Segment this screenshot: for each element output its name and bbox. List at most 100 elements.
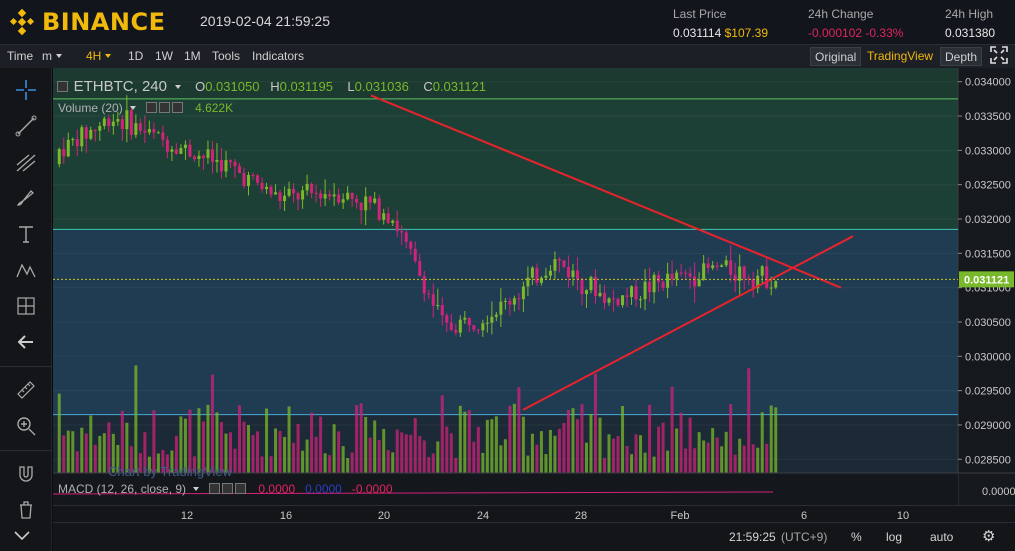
volume-bar (319, 416, 323, 473)
close-icon[interactable] (235, 483, 247, 494)
time-axis-label: 10 (896, 510, 910, 522)
trash-icon[interactable] (12, 496, 40, 524)
candle-body (355, 198, 359, 203)
brush-icon[interactable] (12, 184, 40, 212)
back-arrow-icon[interactable] (12, 328, 40, 356)
text-tool-icon[interactable] (12, 220, 40, 248)
candle-body (742, 266, 746, 279)
candle-body (382, 213, 386, 220)
candle-body (634, 286, 638, 300)
chevron-down-icon[interactable] (8, 522, 36, 550)
chart-canvas[interactable]: 0.034000 0.033500 0.033000 0.032500 0.032000… (53, 68, 1015, 505)
log-scale-toggle[interactable]: log (886, 530, 903, 544)
candle-body (256, 175, 260, 183)
volume-bar (129, 446, 133, 473)
volume-bar (242, 421, 246, 473)
candle-body (526, 277, 530, 287)
volume-bar (292, 442, 296, 473)
price-axis-label: 0.031500 (965, 248, 1011, 260)
chevron-down-icon[interactable] (174, 85, 181, 89)
last-price-value: 0.031114 (673, 26, 722, 40)
time-axis[interactable]: 12 16 20 24 28 Feb 6 10 (53, 505, 1015, 525)
candle-body (296, 193, 300, 200)
candle-body (125, 110, 129, 130)
magnet-icon[interactable] (12, 460, 40, 488)
current-price-tag: 0.031121 (964, 274, 1009, 286)
volume-bar (548, 429, 552, 473)
volume-bar (445, 426, 449, 473)
interval-4h-dropdown[interactable]: 4H (82, 47, 115, 66)
candle-body (454, 329, 458, 333)
close-icon[interactable] (172, 102, 184, 113)
percent-scale-toggle[interactable]: % (851, 530, 862, 544)
candle-body (310, 183, 314, 193)
binance-logo[interactable]: BINANCE (8, 8, 165, 36)
trendline-icon[interactable] (12, 112, 40, 140)
chart-status-bar: 21:59:25 (UTC+9) % log auto ⚙ (53, 522, 1015, 551)
volume-bar (179, 416, 183, 473)
candle-body (688, 273, 692, 277)
volume-bar (693, 448, 697, 473)
candle-body (621, 295, 625, 306)
candle-body (720, 265, 724, 267)
prediction-icon[interactable] (12, 292, 40, 320)
volume-bar (589, 414, 593, 473)
chevron-down-icon (105, 54, 112, 58)
candle-body (337, 194, 341, 203)
interval-1m-button[interactable]: 1M (184, 49, 201, 63)
tools-button[interactable]: Tools (212, 49, 241, 63)
binance-logo-icon (9, 8, 35, 36)
pitchfork-icon[interactable] (12, 148, 40, 176)
candle-body (265, 186, 269, 190)
time-button[interactable]: Time (7, 49, 34, 63)
interval-1d-button[interactable]: 1D (128, 49, 144, 63)
depth-view-button[interactable]: Depth (940, 47, 983, 66)
price-chart[interactable]: 0.034000 0.033500 0.033000 0.032500 0.032000… (53, 68, 1015, 551)
hide-icon[interactable] (222, 483, 234, 494)
volume-bar (395, 429, 399, 473)
pattern-icon[interactable] (12, 256, 40, 284)
volume-bar (228, 432, 232, 473)
indicators-button[interactable]: Indicators (252, 49, 305, 63)
hide-icon[interactable] (159, 102, 171, 113)
ruler-icon[interactable] (12, 376, 40, 404)
fullscreen-icon[interactable] (986, 46, 1012, 65)
volume-bar (756, 447, 760, 473)
clock-timezone[interactable]: (UTC+9) (781, 530, 828, 544)
original-view-button[interactable]: Original (810, 47, 862, 66)
volume-bar (89, 415, 93, 473)
candle-body (756, 275, 760, 289)
volume-bar (310, 412, 314, 473)
zoom-in-icon[interactable] (12, 412, 40, 440)
settings-icon[interactable] (209, 483, 221, 494)
volume-bar (147, 456, 151, 473)
settings-icon[interactable] (146, 102, 158, 113)
candle-body (666, 273, 670, 288)
chevron-down-icon[interactable] (130, 106, 137, 110)
volume-label: Volume (20) (58, 101, 123, 115)
candle-body (476, 329, 480, 331)
gear-icon[interactable]: ⚙ (982, 528, 996, 545)
minute-dropdown[interactable]: m (38, 47, 66, 66)
volume-bar (134, 365, 138, 473)
crosshair-icon[interactable] (12, 76, 40, 104)
interval-1w-button[interactable]: 1W (155, 49, 173, 63)
candle-body (512, 298, 516, 305)
volume-bar (413, 417, 417, 473)
volume-bar (481, 452, 485, 473)
candle-body (120, 119, 124, 130)
open-value: 0.031050 (205, 79, 260, 94)
volume-bar (440, 395, 444, 473)
tradingview-view-button[interactable]: TradingView (867, 49, 934, 63)
chevron-down-icon[interactable] (193, 487, 200, 491)
volume-bar (769, 405, 773, 473)
volume-bar (720, 446, 724, 473)
auto-scale-toggle[interactable]: auto (930, 530, 954, 544)
volume-bar (729, 404, 733, 473)
candle-body (373, 198, 377, 203)
candle-body (445, 315, 449, 323)
volume-bar (751, 444, 755, 473)
volume-bar (621, 406, 625, 473)
candle-body (283, 195, 287, 202)
volume-bar (733, 454, 737, 473)
